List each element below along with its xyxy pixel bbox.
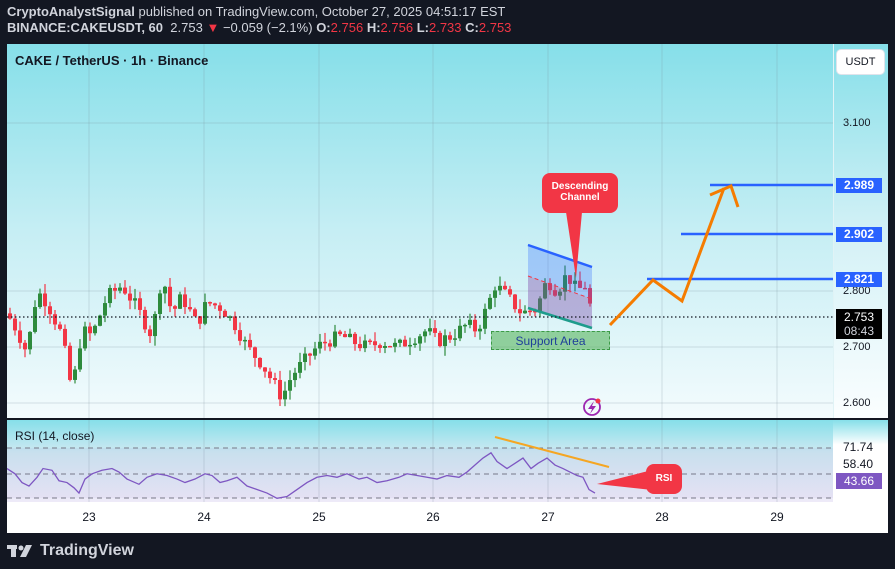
x-tick: 24	[197, 510, 211, 524]
open-label: O:	[316, 20, 331, 35]
open-value: 2.756	[330, 20, 364, 35]
rsi-tick: 58.40	[843, 457, 874, 471]
close-value: 2.753	[478, 20, 512, 35]
target-label-2: 2.902	[836, 227, 882, 242]
price-tick: 3.100	[843, 117, 871, 129]
currency-button[interactable]: USDT	[837, 50, 884, 74]
tradingview-brand[interactable]: TradingView	[7, 542, 134, 560]
rsi-title: RSI (14, close)	[15, 429, 95, 443]
brand-name: TradingView	[40, 542, 134, 559]
published-text: published on TradingView.com, October 27…	[138, 4, 506, 19]
target-label-1: 2.989	[836, 178, 882, 193]
time-axis[interactable]	[7, 502, 888, 533]
target-label-3: 2.821	[836, 272, 882, 287]
current-price-label: 2.753 08:43	[836, 309, 882, 339]
chart-canvas	[7, 44, 833, 502]
current-price: 2.753	[843, 310, 875, 324]
high-value: 2.756	[380, 20, 414, 35]
x-tick: 28	[655, 510, 669, 524]
tradingview-logo-icon	[7, 545, 32, 557]
bar-countdown: 08:43	[843, 324, 875, 338]
price-pane[interactable]	[7, 44, 833, 418]
low-value: 2.733	[428, 20, 462, 35]
x-tick: 25	[312, 510, 326, 524]
chart-frame: CAKE / TetherUS · 1h · Binance USDT 3.10…	[7, 44, 888, 533]
chart-title: CAKE / TetherUS · 1h · Binance	[15, 53, 209, 68]
rsi-callout[interactable]: RSI	[646, 464, 682, 494]
publish-header: CryptoAnalystSignal published on Trading…	[7, 4, 511, 36]
descending-channel-callout[interactable]: Descending Channel	[542, 173, 618, 213]
support-area-box[interactable]: Support Area	[491, 331, 610, 350]
price-tick: 2.600	[843, 397, 871, 409]
rsi-pane[interactable]	[7, 420, 833, 502]
price-tick: 2.800	[843, 285, 871, 297]
low-label: L:	[416, 20, 429, 35]
price-change: −0.059 (−2.1%)	[222, 20, 313, 35]
last-price: 2.753	[170, 20, 203, 35]
close-label: C:	[465, 20, 479, 35]
author-name[interactable]: CryptoAnalystSignal	[7, 4, 135, 19]
high-label: H:	[366, 20, 381, 35]
down-arrow-icon: ▼	[206, 20, 220, 35]
x-tick: 23	[82, 510, 96, 524]
rsi-tick: 71.74	[843, 440, 874, 454]
symbol-label: BINANCE:CAKEUSDT, 60	[7, 20, 164, 35]
rsi-current-label: 43.66	[836, 473, 882, 489]
price-tick: 2.700	[843, 341, 871, 353]
x-tick: 29	[770, 510, 784, 524]
x-tick: 27	[541, 510, 555, 524]
x-tick: 26	[426, 510, 440, 524]
pane-separator[interactable]	[7, 418, 888, 420]
